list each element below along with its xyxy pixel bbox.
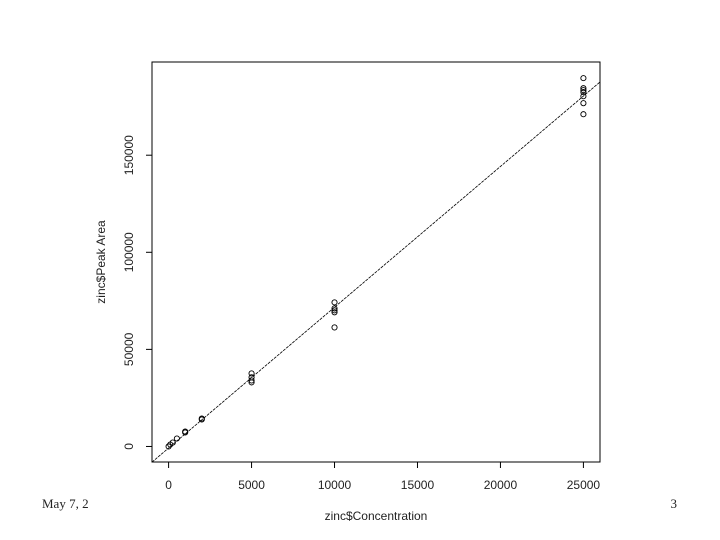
plot-background — [100, 20, 640, 530]
point — [331, 307, 338, 314]
x-axis-label: zinc$Concentration — [325, 509, 428, 523]
plot-box — [151, 61, 601, 463]
y-tick-label: 0 — [122, 443, 136, 450]
x-tick-label: 25000 — [567, 478, 601, 492]
y-tick-label: 100000 — [122, 232, 136, 272]
point — [580, 87, 587, 94]
point — [165, 443, 172, 450]
y-axis-label: zinc$Peak Area — [94, 220, 108, 304]
point — [331, 324, 338, 331]
point — [331, 299, 338, 306]
y-tick-label: 50000 — [122, 332, 136, 366]
point — [331, 309, 338, 316]
point — [182, 429, 189, 436]
x-tick-label: 20000 — [484, 478, 518, 492]
point — [248, 370, 255, 377]
point — [248, 379, 255, 386]
point — [580, 93, 587, 100]
x-tick-label: 10000 — [318, 478, 352, 492]
x-tick-label: 5000 — [238, 478, 265, 492]
y-tick-label: 150000 — [122, 135, 136, 175]
x-tick-label: 0 — [165, 478, 172, 492]
point — [580, 75, 587, 82]
x-tick-label: 15000 — [401, 478, 435, 492]
point — [331, 305, 338, 312]
page-number: 3 — [671, 496, 678, 511]
point — [580, 85, 587, 92]
point — [580, 89, 587, 96]
point — [580, 111, 587, 118]
point — [580, 100, 587, 107]
footer-date: May 7, 2 — [42, 496, 89, 511]
fit-line — [152, 81, 600, 462]
point — [198, 416, 205, 423]
